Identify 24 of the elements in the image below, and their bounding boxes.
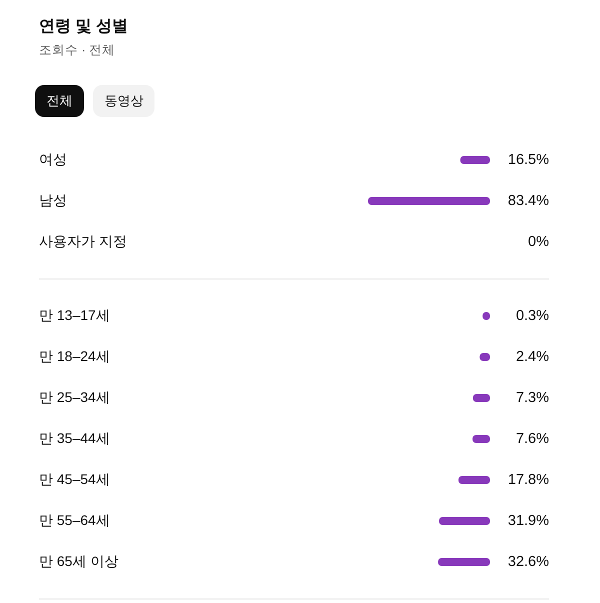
y-tick-label: 만 55–64세: [39, 512, 110, 528]
y-tick-label: 만 13–17세: [39, 307, 110, 323]
data-label: 0%: [528, 234, 550, 250]
data-label: 16.5%: [508, 152, 550, 168]
data-label: 17.8%: [508, 472, 550, 488]
text: 전체: [46, 93, 72, 108]
data-label: 0.3%: [516, 308, 550, 324]
text: 연령 및 성별: [39, 18, 128, 35]
data-label: 31.9%: [508, 513, 550, 529]
y-tick-label: 남성: [39, 192, 67, 208]
y-tick-label: 만 18–24세: [39, 348, 110, 364]
data-label: 83.4%: [508, 193, 550, 209]
text: 동영상: [104, 93, 144, 108]
data-label: 2.4%: [516, 349, 550, 365]
y-tick-label: 만 65세 이상: [39, 553, 118, 569]
data-label: 32.6%: [508, 554, 550, 570]
data-label: 7.3%: [516, 390, 550, 406]
y-tick-label: 만 35–44세: [39, 430, 110, 446]
text: 조회수 · 전체: [39, 43, 116, 57]
y-tick-label: 만 45–54세: [39, 471, 110, 487]
y-tick-label: 만 25–34세: [39, 389, 110, 405]
data-label: 7.6%: [516, 431, 550, 447]
y-tick-label: 여성: [39, 151, 67, 167]
y-tick-label: 사용자가 지정: [39, 233, 127, 249]
